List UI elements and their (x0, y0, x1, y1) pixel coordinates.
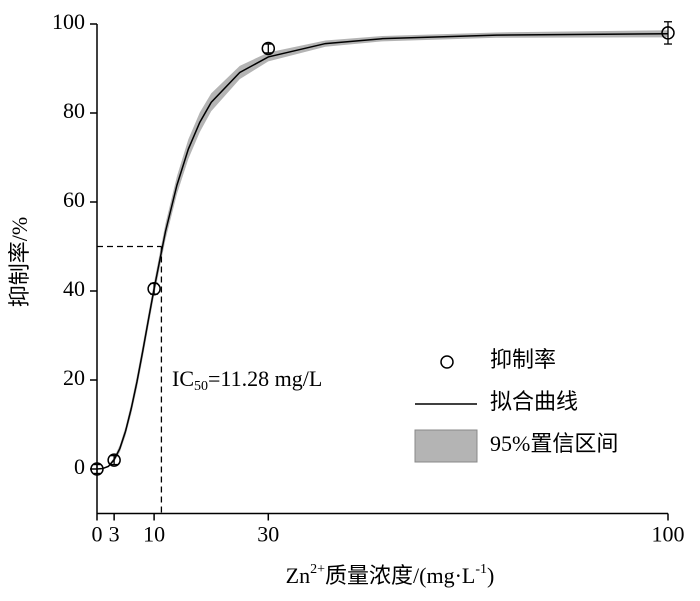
x-label-part: Zn (286, 563, 310, 588)
annotation-sub: 50 (194, 379, 208, 394)
x-label-sup: -1 (475, 562, 487, 577)
x-tick-label: 3 (109, 522, 120, 547)
x-label-part: ) (487, 563, 494, 588)
x-label-part: 质量浓度/(mg·L (325, 563, 475, 588)
data-point (90, 462, 104, 476)
annotation-part: =11.28 mg/L (208, 366, 322, 391)
y-tick-label: 0 (74, 454, 85, 479)
legend-swatch (414, 429, 478, 463)
fit-curve (96, 33, 669, 470)
y-axis-label: 抑制率/% (7, 217, 32, 307)
x-tick-label: 10 (143, 522, 165, 547)
legend-label: 拟合曲线 (490, 389, 578, 414)
data-point (147, 282, 161, 296)
annotation-part: IC (172, 366, 194, 391)
legend-label: 抑制率 (490, 347, 556, 372)
y-tick-label: 60 (63, 187, 85, 212)
y-tick-label: 100 (52, 9, 85, 34)
x-tick-label: 30 (257, 522, 279, 547)
data-point (261, 41, 276, 56)
y-tick-label: 20 (63, 365, 85, 390)
x-label-sup: 2+ (310, 562, 325, 577)
legend-marker (440, 355, 454, 369)
legend-label: 95%置信区间 (490, 431, 618, 456)
x-tick-label: 100 (652, 522, 685, 547)
y-tick-label: 80 (63, 98, 85, 123)
x-axis-label: Zn2+质量浓度/(mg·L-1) (286, 562, 495, 588)
confidence-band (97, 30, 668, 469)
y-tick-label: 40 (63, 276, 85, 301)
annotation: IC50=11.28 mg/L (172, 366, 322, 394)
data-point (661, 26, 675, 40)
data-point (107, 453, 121, 467)
x-tick-label: 0 (92, 522, 103, 547)
